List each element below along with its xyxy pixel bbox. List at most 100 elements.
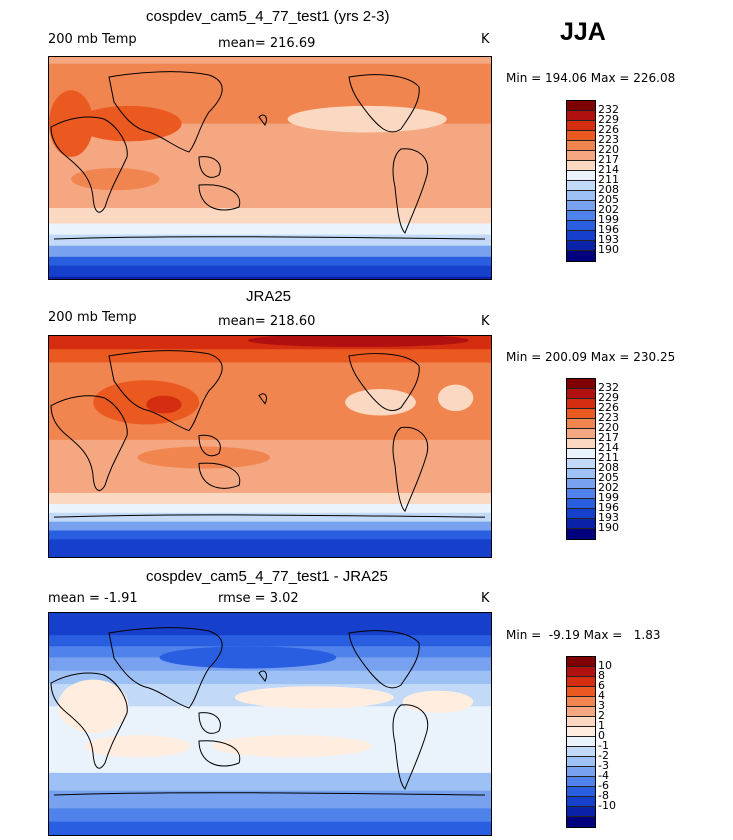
field-band	[49, 821, 491, 835]
colorbar-tick-label: 217	[598, 431, 619, 444]
panel-1-title: cospdev_cam5_4_77_test1 (yrs 2-3)	[146, 8, 390, 25]
panel-2-units-label: K	[481, 314, 490, 329]
coastline	[258, 393, 267, 405]
field-contour	[212, 735, 372, 758]
colorbar-swatch	[567, 697, 595, 707]
field-contour	[234, 686, 394, 709]
colorbar-swatch	[567, 687, 595, 697]
colorbar-swatch	[567, 667, 595, 677]
colorbar-tick-label: 223	[598, 411, 619, 424]
field-band	[49, 521, 491, 532]
coastline	[108, 627, 223, 709]
colorbar-swatch	[567, 449, 595, 459]
field-contour	[49, 90, 94, 157]
field-band	[49, 349, 491, 364]
season-label: JJA	[560, 18, 606, 46]
colorbar-tick-label: 199	[598, 213, 619, 226]
colorbar-swatch	[567, 707, 595, 717]
map-field	[49, 613, 491, 835]
colorbar-tick-label: 2	[598, 709, 605, 722]
colorbar-tick-label: 205	[598, 193, 619, 206]
field-band	[49, 265, 491, 278]
colorbar-tick-label: 214	[598, 163, 619, 176]
coastline	[348, 353, 420, 412]
colorbar-tick-label: 10	[598, 659, 612, 672]
field-contour	[93, 380, 200, 425]
colorbar-swatch	[567, 141, 595, 151]
field-band	[49, 670, 491, 686]
field-band	[49, 635, 491, 648]
colorbar-swatch	[567, 181, 595, 191]
colorbar-swatch	[567, 429, 595, 439]
colorbar-swatch	[567, 251, 595, 261]
colorbar-tick-label: 229	[598, 391, 619, 404]
field-band	[49, 439, 491, 481]
colorbar-swatch	[567, 479, 595, 489]
colorbar-tick-label: 226	[598, 123, 619, 136]
coastline	[392, 148, 429, 234]
colorbar-tick-label: 211	[598, 173, 619, 186]
coastline	[50, 116, 128, 213]
colorbar-swatch	[567, 221, 595, 231]
colorbar-tick-label: 208	[598, 183, 619, 196]
colorbar-swatch	[567, 379, 595, 389]
coastline	[198, 434, 221, 457]
field-band	[49, 207, 491, 225]
colorbar-tick-label: 232	[598, 381, 619, 394]
colorbar-tick-label: 202	[598, 203, 619, 216]
colorbar-swatch	[567, 777, 595, 787]
colorbar-swatch	[567, 101, 595, 111]
coastline	[348, 630, 420, 689]
panel-2-colorbar	[566, 378, 596, 540]
colorbar-swatch	[567, 737, 595, 747]
field-contour	[75, 105, 182, 142]
panel-3-title: cospdev_cam5_4_77_test1 - JRA25	[146, 568, 388, 585]
colorbar-tick-label: 196	[598, 223, 619, 236]
colorbar-swatch	[567, 677, 595, 687]
panel-1-map	[48, 56, 492, 280]
colorbar-swatch	[567, 489, 595, 499]
colorbar-swatch	[567, 767, 595, 777]
colorbar-swatch	[567, 389, 595, 399]
colorbar-swatch	[567, 459, 595, 469]
panel-3-mean-label: mean = -1.91	[48, 591, 138, 606]
colorbar-tick-label: -4	[598, 769, 609, 782]
colorbar-tick-label: 220	[598, 143, 619, 156]
colorbar-tick-label: 6	[598, 679, 605, 692]
colorbar-tick-label: 193	[598, 511, 619, 524]
field-contour	[84, 735, 191, 758]
colorbar-tick-label: 199	[598, 491, 619, 504]
colorbar-tick-label: 229	[598, 113, 619, 126]
panel-3-map	[48, 612, 492, 836]
colorbar-swatch	[567, 529, 595, 539]
field-band	[49, 512, 491, 523]
colorbar-tick-label: 205	[598, 471, 619, 484]
colorbar-tick-label: 193	[598, 233, 619, 246]
colorbar-swatch	[567, 409, 595, 419]
colorbar-swatch	[567, 131, 595, 141]
colorbar-tick-label: 202	[598, 481, 619, 494]
coastline	[108, 350, 223, 432]
coastline	[198, 462, 241, 489]
colorbar-swatch	[567, 727, 595, 737]
colorbar-tick-label: 190	[598, 243, 619, 256]
colorbar-tick-label: 214	[598, 441, 619, 454]
colorbar-swatch	[567, 757, 595, 767]
field-band	[49, 245, 491, 258]
colorbar-swatch	[567, 469, 595, 479]
field-band	[49, 492, 491, 505]
coastline	[108, 71, 223, 153]
panel-1-mean-label: mean= 216.69	[218, 36, 316, 51]
colorbar-tick-label: -10	[598, 799, 616, 812]
field-contour	[71, 168, 160, 191]
field-band	[49, 808, 491, 823]
panel-2-variable-label: 200 mb Temp	[48, 310, 137, 325]
colorbar-swatch	[567, 191, 595, 201]
coastline	[53, 792, 486, 796]
field-contour	[79, 72, 240, 95]
coastline	[258, 114, 267, 126]
colorbar-swatch	[567, 111, 595, 121]
colorbar-tick-label: 3	[598, 699, 605, 712]
colorbar-tick-label: -8	[598, 789, 609, 802]
panel-3-minmax: Min = -9.19 Max = 1.83	[506, 628, 661, 642]
